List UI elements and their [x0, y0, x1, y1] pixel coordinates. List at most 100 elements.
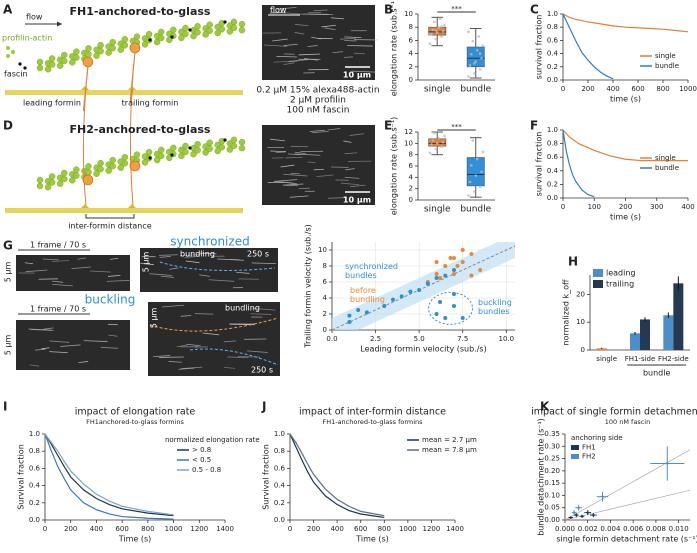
filament-streak: [295, 24, 309, 26]
microscopy-image: [262, 5, 375, 80]
actin-subunit: [226, 28, 234, 35]
actin-subunit: [73, 54, 80, 61]
x-tick-label: single: [424, 205, 451, 215]
actin-subunit: [61, 169, 68, 177]
data-point: [460, 316, 465, 320]
actin-subunit: [93, 170, 100, 177]
survival-curve: [289, 433, 385, 517]
data-point: [443, 23, 446, 27]
anchor: [81, 204, 89, 208]
y-tick-label: 0.10: [544, 491, 560, 499]
actin-subunit: [190, 150, 197, 158]
actin-subunit: [36, 58, 44, 66]
actin-subunit: [121, 36, 129, 43]
data-point: [478, 68, 482, 71]
filament-streak: [236, 271, 250, 274]
x-tick-label: 0.000: [555, 525, 575, 533]
chart-title: impact of inter-formin distance: [299, 407, 446, 418]
y-tick-label: 0.2: [274, 499, 285, 507]
filament-streak: [275, 151, 286, 154]
filament-streak: [309, 129, 325, 132]
y-tick-label: 0.8: [274, 447, 285, 455]
filament-streak: [354, 52, 365, 55]
time-lapse-strip: [16, 255, 130, 291]
data-point: [467, 194, 470, 197]
filament-streak: [313, 9, 328, 12]
legend-label: mean = 7.8 µm: [422, 446, 477, 454]
filament-streak: [71, 266, 91, 270]
fascin-dot: [188, 28, 192, 32]
filament-streak: [344, 56, 354, 58]
x-tick-label: 0.006: [623, 525, 644, 533]
x-tick-label: 1200: [190, 525, 208, 533]
y-tick-label: 10: [404, 139, 413, 147]
x-tick-label: FH1-side: [625, 355, 656, 363]
filament-streak: [332, 51, 344, 54]
panel-letter: D: [3, 119, 13, 133]
x-tick-label: FH2-side: [658, 355, 689, 363]
filament-streak: [311, 36, 322, 40]
y-tick-label: 4: [409, 173, 414, 181]
y-tick-label: 8: [409, 23, 413, 31]
filament-streak: [202, 332, 220, 336]
filament-streak: [49, 351, 68, 354]
filament-streak: [294, 151, 306, 155]
actin-subunit: [158, 34, 165, 42]
data-point: [473, 190, 476, 193]
y-tick-label: 0.4: [547, 50, 559, 58]
filament-streak: [186, 343, 201, 347]
y-tick-label: 10: [318, 246, 327, 254]
data-point: [474, 60, 478, 63]
filament-streak: [316, 174, 334, 177]
filament-streak: [345, 168, 355, 171]
actin-subunit: [105, 167, 112, 174]
frame-label: 1 frame / 70 s: [30, 305, 86, 314]
data-point: [470, 52, 473, 56]
distance-label: inter-formin distance: [68, 222, 151, 231]
x-tick-label: 400: [330, 525, 343, 533]
actin-subunit: [238, 20, 246, 28]
y-tick-label: 6: [323, 278, 328, 286]
data-point: [434, 29, 438, 32]
actin-subunit: [36, 64, 44, 72]
group-label: bundle: [643, 369, 671, 378]
x-tick-label: 400: [606, 85, 619, 93]
anchor: [128, 204, 136, 208]
identity-line: [331, 245, 516, 331]
data-point: [347, 320, 352, 324]
legend-swatch: [593, 280, 603, 288]
legend-title: normalized elongation rate: [165, 436, 260, 444]
filament-streak: [184, 255, 200, 258]
y-axis-label: Survival fraction: [262, 444, 271, 510]
filament-streak: [161, 304, 185, 308]
y-tick-label: 0.0: [29, 516, 40, 524]
y-tick-label: 0.4: [274, 482, 286, 490]
actin-subunit: [73, 166, 80, 173]
data-point: [471, 39, 475, 43]
y-tick-label: 1.0: [547, 10, 558, 18]
filament-streak: [43, 327, 54, 330]
actin-subunit: [44, 184, 52, 191]
actin-subunit: [85, 163, 92, 170]
actin-subunit: [218, 144, 226, 151]
data-point: [478, 268, 483, 272]
microscopy-image: [262, 125, 375, 205]
legend-label: < 0.5: [192, 456, 211, 464]
actin-subunit: [194, 147, 201, 154]
y-tick-label: 0.35: [544, 430, 560, 438]
filament-streak: [153, 355, 171, 358]
filament-streak: [169, 267, 179, 270]
y-tick-label: 8: [409, 151, 413, 159]
filament-streak: [159, 256, 171, 258]
scale-label: 5 µm: [150, 308, 159, 329]
y-tick-label: 0.4: [29, 482, 41, 490]
significance: ***: [451, 123, 462, 131]
x-tick-label: 200: [64, 525, 77, 533]
scale-label: 5 µm: [142, 252, 151, 273]
actin-subunit: [230, 142, 238, 150]
legend-label: FH1: [582, 444, 596, 452]
actin-subunit: [36, 176, 44, 184]
data-point: [473, 62, 476, 65]
reference-line: [564, 449, 691, 521]
actin-subunit: [194, 29, 201, 36]
